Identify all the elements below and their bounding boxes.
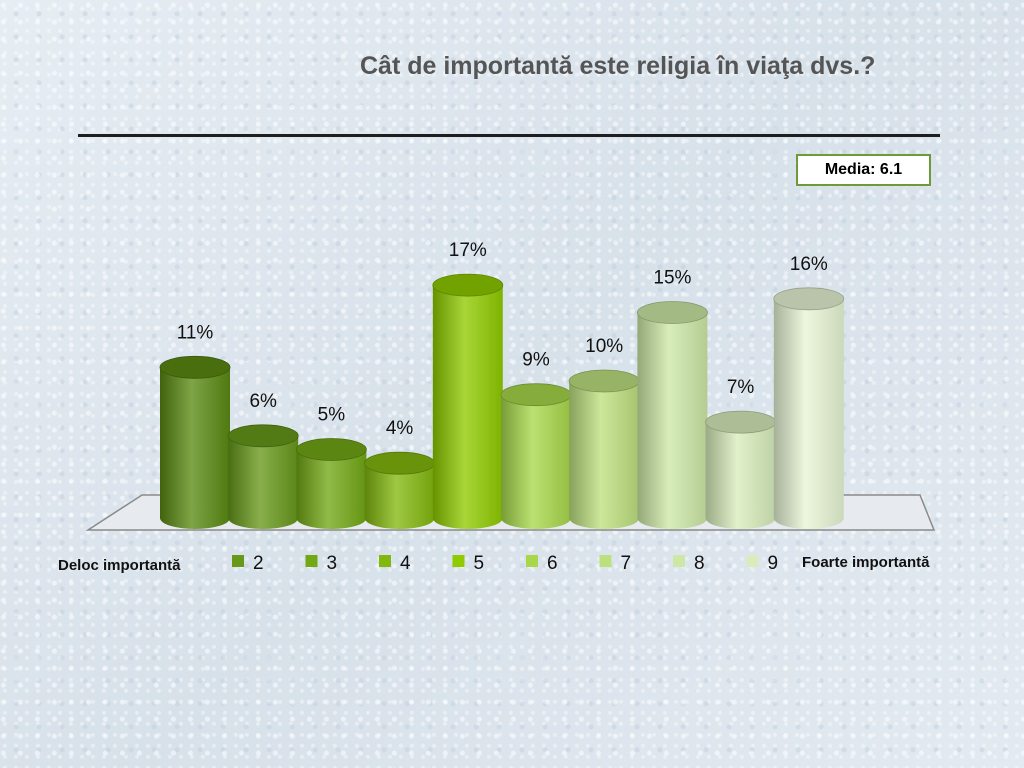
bar-2 — [227, 424, 299, 530]
bar-body — [296, 449, 367, 529]
legend-swatch — [452, 555, 465, 567]
data-label: 9% — [522, 350, 550, 371]
data-label: 6% — [249, 391, 277, 412]
bar-top — [227, 424, 299, 448]
bar-body — [569, 381, 640, 529]
bar-8 — [637, 301, 708, 529]
data-labels-layer: 11% 6% 5% 4% 17% 9% 10% 15% 7% 16% — [177, 240, 828, 439]
bar-body — [228, 435, 299, 530]
bar-3 — [295, 438, 367, 529]
legend-swatch — [526, 555, 538, 567]
title-divider — [78, 134, 940, 137]
bars-layer — [159, 273, 845, 530]
legend-label: 9 — [768, 553, 779, 574]
legend-label: 6 — [547, 553, 558, 574]
bar-top — [637, 301, 708, 324]
data-label: 17% — [449, 240, 487, 261]
legend-label: 4 — [400, 553, 411, 574]
bar-5 — [432, 273, 504, 529]
media-badge: Media: 6.1 — [796, 154, 931, 186]
slide-title: Cât de importantă este religia în viaţa … — [360, 52, 876, 80]
bar-top — [773, 287, 845, 311]
bar-9 — [705, 410, 776, 529]
legend-label: 8 — [694, 553, 705, 574]
bar-body — [432, 285, 503, 529]
data-label: 16% — [790, 254, 828, 275]
bar-top — [705, 410, 776, 434]
bar-Deloc importantă — [159, 355, 231, 529]
data-label: 5% — [318, 405, 346, 426]
legend-swatch — [673, 555, 685, 567]
bar-top — [295, 438, 367, 461]
data-label: 10% — [585, 336, 623, 357]
legend-label: 5 — [474, 553, 485, 574]
legend-end-label: Foarte importantă — [802, 554, 930, 571]
bar-body — [501, 394, 571, 529]
bar-7 — [568, 369, 640, 529]
legend-swatch — [379, 555, 391, 567]
bar-top — [432, 273, 504, 297]
bar-body — [773, 298, 844, 529]
bar-top — [500, 383, 572, 407]
legend-label: 3 — [327, 553, 338, 574]
bar-body — [364, 463, 435, 529]
bar-6 — [500, 383, 572, 529]
data-label: 4% — [386, 418, 414, 439]
legend-swatch — [305, 555, 318, 567]
bar-top — [364, 451, 436, 475]
data-label: 11% — [177, 322, 214, 343]
data-label: 7% — [727, 377, 755, 398]
legend-label: 2 — [253, 553, 264, 574]
bar-body — [637, 312, 708, 529]
legend-start-label: Deloc importantă — [58, 557, 181, 574]
bar-top — [159, 355, 231, 379]
legend-label: 7 — [621, 553, 632, 574]
bar-body — [160, 367, 230, 529]
legend-swatch — [232, 555, 244, 567]
data-label: 15% — [653, 268, 691, 289]
bar-top — [568, 369, 640, 393]
legend: Deloc importantă 2 3 4 5 6 7 8 9 Foarte important… — [58, 553, 930, 574]
legend-swatch — [746, 555, 759, 567]
bar-4 — [364, 451, 436, 529]
legend-swatch — [599, 555, 612, 567]
bar-body — [705, 422, 776, 529]
bar-Foarte importantă — [773, 287, 845, 529]
